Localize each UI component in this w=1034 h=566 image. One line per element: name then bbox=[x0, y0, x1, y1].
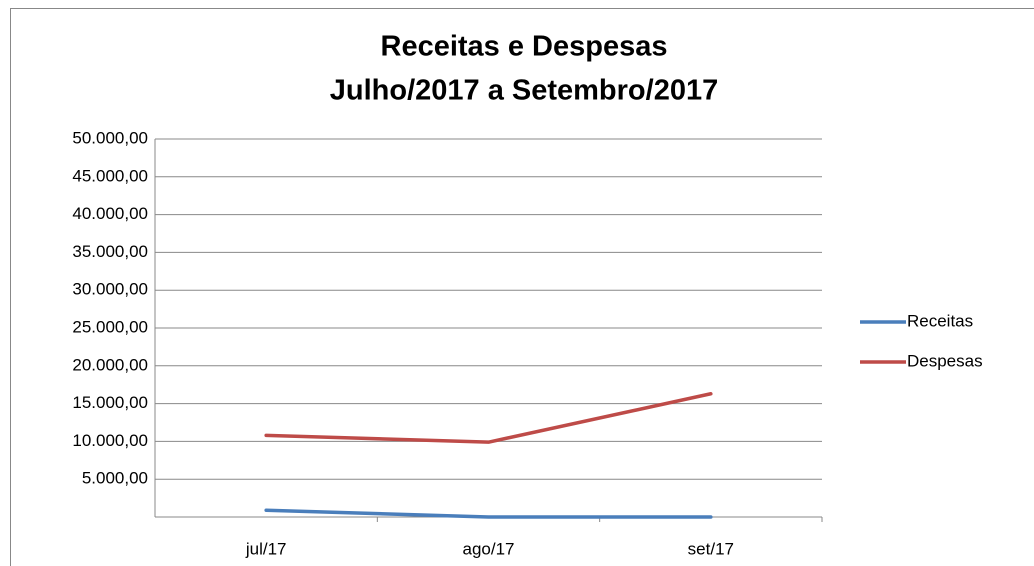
series-line bbox=[264, 508, 713, 519]
series-line bbox=[264, 392, 713, 444]
y-tick-label: 40.000,00 bbox=[72, 204, 148, 223]
chart-title: Receitas e Despesas bbox=[381, 31, 668, 63]
x-tick-label: ago/17 bbox=[463, 539, 515, 558]
chart-subtitle: Julho/2017 a Setembro/2017 bbox=[330, 75, 718, 107]
x-tick-label: jul/17 bbox=[245, 539, 287, 558]
y-tick-label: 15.000,00 bbox=[72, 393, 148, 412]
y-tick-label: 5.000,00 bbox=[82, 469, 148, 488]
legend-label: Despesas bbox=[907, 351, 983, 370]
y-tick-label: 30.000,00 bbox=[72, 280, 148, 299]
chart-border bbox=[10, 8, 1034, 566]
y-tick-label: 25.000,00 bbox=[72, 317, 148, 336]
y-tick-label: 10.000,00 bbox=[72, 431, 148, 450]
x-tick-label: set/17 bbox=[688, 539, 734, 558]
y-tick-label: 20.000,00 bbox=[72, 355, 148, 374]
y-tick-label: 45.000,00 bbox=[72, 166, 148, 185]
legend-label: Receitas bbox=[907, 311, 973, 330]
y-tick-label: 35.000,00 bbox=[72, 242, 148, 261]
y-tick-label: 50.000,00 bbox=[72, 128, 148, 147]
